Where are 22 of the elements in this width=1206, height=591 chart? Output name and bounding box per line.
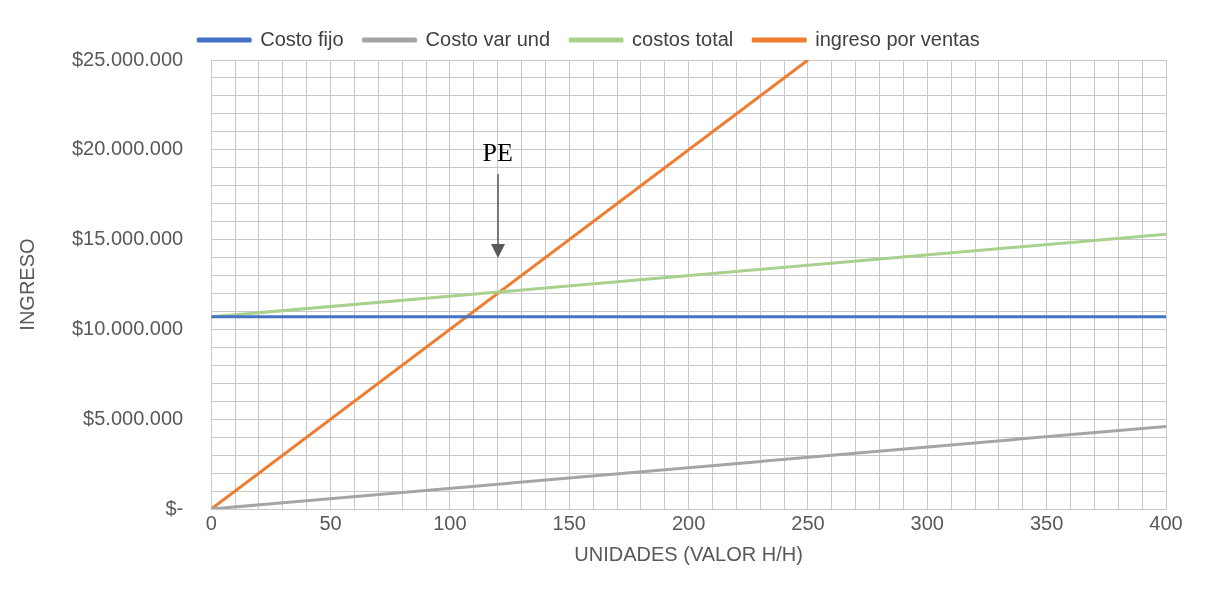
y-tick-label: $10.000.000 [71,316,184,339]
x-axis-title: UNIDADES (VALOR H/H) [574,542,803,565]
y-tick-label: $5.000.000 [83,406,184,429]
x-tick-label: 250 [791,511,825,534]
y-tick-label: $15.000.000 [71,227,184,250]
y-tick-label: $25.000.000 [71,47,184,70]
legend-label: Costo fijo [260,27,344,50]
x-tick-label: 100 [433,511,467,534]
legend-label: ingreso por ventas [815,27,980,50]
x-tick-label: 350 [1029,511,1064,534]
x-tick-label: 150 [552,511,586,534]
x-tick-label: 50 [319,511,342,534]
x-tick-label: 0 [205,511,217,534]
y-axis-title: INGRESO [15,238,38,331]
annotation: PE [482,138,513,168]
x-tick-label: 400 [1149,511,1183,534]
legend-label: Costo var und [425,27,551,50]
legend-label: costos total [632,27,734,50]
x-tick-label: 200 [671,511,706,534]
y-tick-label: $- [165,496,184,519]
y-tick-label: $20.000.000 [71,137,184,160]
x-tick-label: 300 [910,511,944,534]
